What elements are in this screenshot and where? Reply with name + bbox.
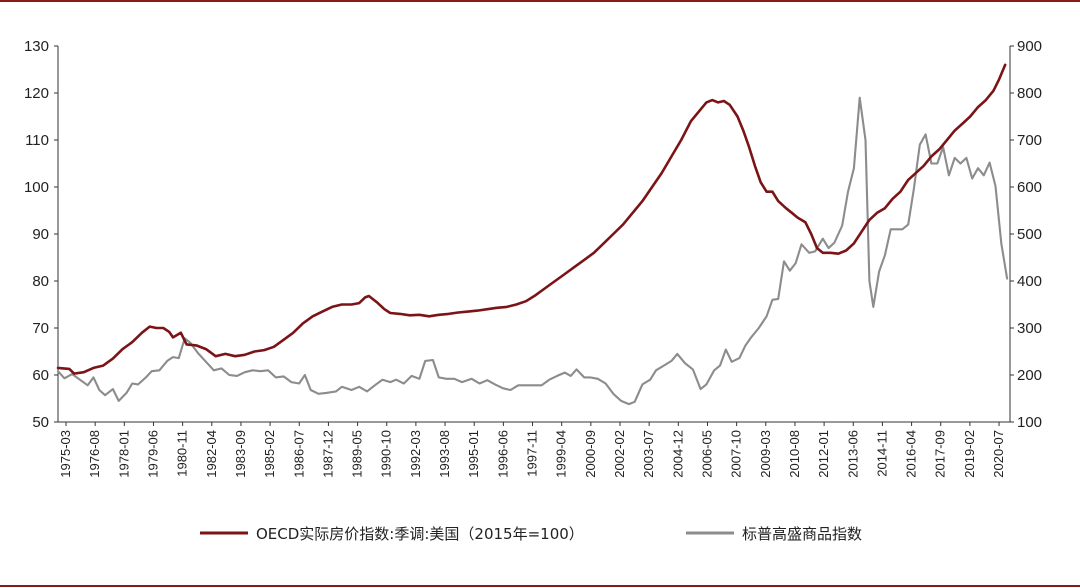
x-tick-label: 2017-09 [933,430,948,478]
y-left-tick-label: 70 [32,320,49,337]
x-tick-label: 1987-12 [320,430,335,478]
x-tick-label: 1990-10 [379,430,394,478]
y-left-tick-label: 90 [32,226,49,243]
legend-label-gsci: 标普高盛商品指数 [742,525,862,543]
x-tick-label: 2009-03 [758,430,773,478]
x-tick-label: 1980-11 [175,430,190,477]
y-left-tick-label: 120 [24,85,49,102]
x-tick-label: 1983-09 [233,430,248,478]
legend: OECD实际房价指数:季调:美国（2015年=100） 标普高盛商品指数 [200,525,862,543]
x-tick-label: 1997-11 [525,430,540,477]
x-tick-label: 1995-01 [466,430,481,478]
y-left-tick-label: 110 [25,132,49,149]
x-tick-label: 1996-06 [495,430,510,478]
x-tick-label: 1979-06 [145,430,160,478]
x-tick-label: 1982-04 [204,430,219,478]
y-left-tick-label: 60 [32,367,49,384]
y-left-tick-label: 100 [24,179,49,196]
y-right-tick-label: 200 [1017,367,1042,384]
y-left-tick-label: 50 [32,414,49,431]
y-right-tick-label: 100 [1017,414,1042,431]
x-tick-label: 2006-05 [699,430,714,478]
legend-label-house-price: OECD实际房价指数:季调:美国（2015年=100） [256,525,584,543]
x-tick-label: 2020-07 [991,430,1006,478]
y-right-tick-label: 300 [1017,320,1042,337]
x-tick-label: 1992-03 [408,430,423,478]
x-tick-label: 2000-09 [583,430,598,478]
x-tick-label: 2013-06 [845,430,860,478]
x-tick-label: 2003-07 [641,430,656,478]
axes: 50 60 70 80 90 100 110 120 130 100 200 300 400 500 600… [24,38,1042,478]
x-tick-label: 2004-12 [670,430,685,478]
x-tick-label: 2002-02 [612,430,627,478]
y-right-tick-label: 400 [1017,273,1042,290]
x-tick-label: 1985-02 [262,430,277,478]
x-tick-label: 1993-08 [437,430,452,478]
x-tick-label: 1989-05 [350,430,365,478]
x-tick-label: 2012-01 [816,430,831,478]
y-right-tick-label: 900 [1017,38,1042,55]
x-tick-label: 1999-04 [554,430,569,478]
y-right-tick-label: 600 [1017,179,1042,196]
x-tick-label: 2016-04 [904,430,919,478]
series-line-gsci [56,96,1009,406]
y-right-tick-label: 700 [1017,132,1042,149]
series-line-house-price [56,63,1007,375]
x-tick-label: 1975-03 [58,430,73,478]
x-tick-label: 1978-01 [116,430,131,478]
x-tick-label: 1986-07 [291,430,306,478]
x-tick-label: 2014-11 [874,430,889,477]
y-right-tick-label: 800 [1017,85,1042,102]
x-tick-label: 1976-08 [87,430,102,478]
x-tick-label: 2007-10 [729,430,744,478]
series-lines [56,63,1009,406]
y-left-tick-label: 80 [32,273,49,290]
y-right-tick-label: 500 [1017,226,1042,243]
y-left-tick-label: 130 [24,38,49,55]
x-tick-label: 2010-08 [787,430,802,478]
x-tick-label: 2019-02 [962,430,977,478]
